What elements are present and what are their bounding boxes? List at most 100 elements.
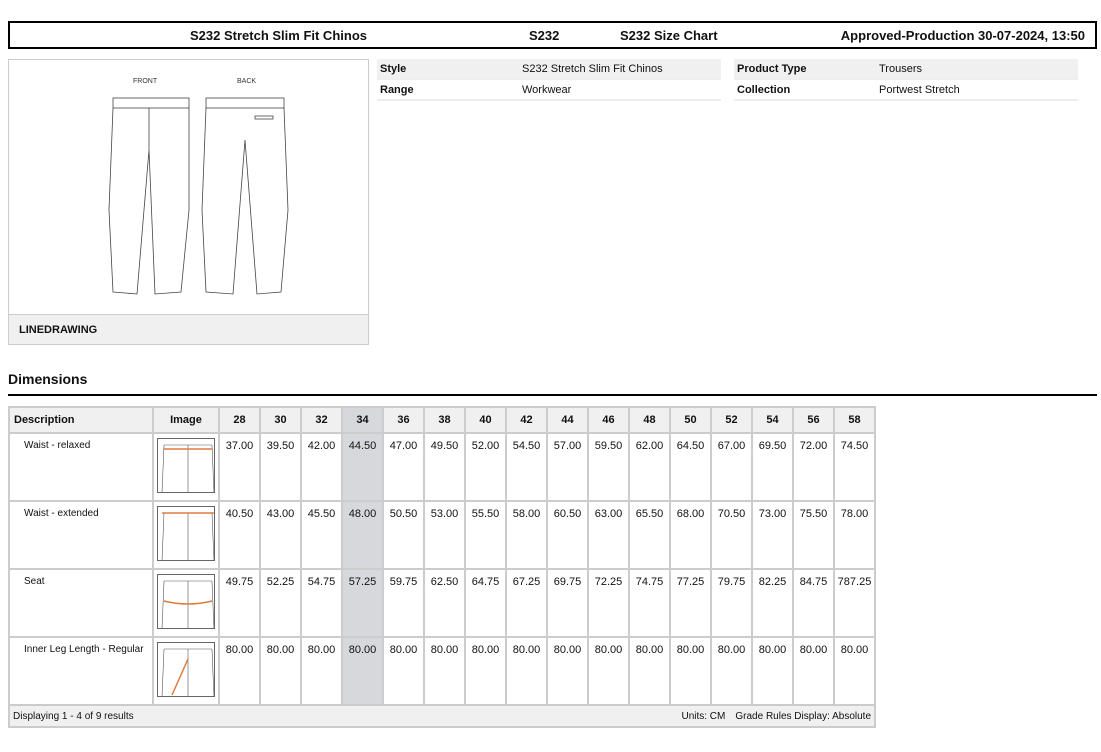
measurement-value: 80.00 <box>546 636 589 706</box>
grade-rules: Grade Rules Display: Absolute <box>735 710 871 722</box>
table-row: Seat 49.75 52.25 54.75 57.25 59.75 62.50 64.75 6… <box>8 568 876 638</box>
measurement-value: 60.50 <box>546 500 589 570</box>
measurement-value: 52.25 <box>259 568 302 638</box>
trousers-measure-icon <box>157 438 215 494</box>
measurement-value: 80.00 <box>423 636 466 706</box>
trousers-measure-icon <box>157 574 215 630</box>
measurement-value: 42.00 <box>300 432 343 502</box>
table-row: Waist - relaxed 37.00 39.50 42.00 44.50 47.00… <box>8 432 876 502</box>
image-header: Image <box>152 406 220 434</box>
measurement-value: 44.50 <box>341 432 384 502</box>
measurement-value: 72.00 <box>792 432 835 502</box>
description-header: Description <box>8 406 154 434</box>
measurement-value: 78.00 <box>833 500 876 570</box>
size-header: 42 <box>505 406 548 434</box>
measurement-value: 80.00 <box>669 636 712 706</box>
measurement-value: 48.00 <box>341 500 384 570</box>
measurement-value: 74.75 <box>628 568 671 638</box>
measurement-value: 80.00 <box>833 636 876 706</box>
size-header: 50 <box>669 406 712 434</box>
measurement-value: 62.00 <box>628 432 671 502</box>
style-name: S232 Stretch Slim Fit Chinos <box>190 28 367 43</box>
measurement-value: 787.25 <box>833 568 876 638</box>
back-label: BACK <box>237 78 256 85</box>
row-description: Seat <box>8 568 154 638</box>
measurement-value: 59.75 <box>382 568 425 638</box>
measurement-value: 37.00 <box>218 432 261 502</box>
measurement-value: 68.00 <box>669 500 712 570</box>
table-row: Inner Leg Length - Regular 80.00 80.00 80.0… <box>8 636 876 706</box>
measurement-value: 79.75 <box>710 568 753 638</box>
measurement-value: 43.00 <box>259 500 302 570</box>
measurement-image <box>152 500 220 570</box>
measurement-value: 57.25 <box>341 568 384 638</box>
property-label: Collection <box>737 84 791 96</box>
measurement-value: 80.00 <box>792 636 835 706</box>
measurement-image <box>152 568 220 638</box>
measurement-value: 80.00 <box>710 636 753 706</box>
measurement-image <box>152 636 220 706</box>
measurement-value: 80.00 <box>259 636 302 706</box>
property-value: Portwest Stretch <box>879 84 960 96</box>
measurement-value: 55.50 <box>464 500 507 570</box>
size-header: 30 <box>259 406 302 434</box>
row-description: Waist - extended <box>8 500 154 570</box>
measurement-value: 52.00 <box>464 432 507 502</box>
size-header: 44 <box>546 406 589 434</box>
measurement-value: 40.50 <box>218 500 261 570</box>
property-label: Product Type <box>737 63 807 75</box>
trousers-measure-icon <box>157 642 215 698</box>
measurement-value: 80.00 <box>300 636 343 706</box>
line-drawing-panel: FRONT BACK LINEDRAWING <box>8 59 369 345</box>
measurement-value: 80.00 <box>505 636 548 706</box>
size-header: 28 <box>218 406 261 434</box>
measurement-value: 65.50 <box>628 500 671 570</box>
property-value: S232 Stretch Slim Fit Chinos <box>522 63 663 75</box>
header-bar: S232 Stretch Slim Fit Chinos S232 S232 S… <box>8 21 1097 49</box>
size-header: 52 <box>710 406 753 434</box>
measurement-value: 47.00 <box>382 432 425 502</box>
size-header: 34 <box>341 406 384 434</box>
size-header: 48 <box>628 406 671 434</box>
measurement-value: 39.50 <box>259 432 302 502</box>
measurement-image <box>152 432 220 502</box>
measurement-value: 69.50 <box>751 432 794 502</box>
results-count: Displaying 1 - 4 of 9 results <box>13 710 134 722</box>
property-value: Workwear <box>522 84 572 96</box>
measurement-value: 80.00 <box>587 636 630 706</box>
divider <box>8 394 1097 396</box>
property-collection: Collection Portwest Stretch <box>734 80 1078 101</box>
measurement-value: 77.25 <box>669 568 712 638</box>
measurement-value: 58.00 <box>505 500 548 570</box>
property-value: Trousers <box>879 63 922 75</box>
size-header: 58 <box>833 406 876 434</box>
property-label: Range <box>380 84 414 96</box>
row-description: Waist - relaxed <box>8 432 154 502</box>
size-header: 36 <box>382 406 425 434</box>
measurement-value: 49.50 <box>423 432 466 502</box>
measurement-value: 80.00 <box>341 636 384 706</box>
measurement-value: 70.50 <box>710 500 753 570</box>
dimensions-table: Description Image 28 30 32 34 36 38 40 42 44 46 48 50… <box>8 406 876 728</box>
property-label: Style <box>380 63 407 75</box>
property-style: Style S232 Stretch Slim Fit Chinos <box>377 59 721 80</box>
size-header: 38 <box>423 406 466 434</box>
measurement-value: 57.00 <box>546 432 589 502</box>
measurement-value: 72.25 <box>587 568 630 638</box>
measurement-value: 50.50 <box>382 500 425 570</box>
measurement-value: 64.50 <box>669 432 712 502</box>
row-description: Inner Leg Length - Regular <box>8 636 154 706</box>
measurement-value: 64.75 <box>464 568 507 638</box>
style-code: S232 <box>529 28 560 43</box>
size-header: 46 <box>587 406 630 434</box>
measurement-value: 74.50 <box>833 432 876 502</box>
measurement-value: 69.75 <box>546 568 589 638</box>
trousers-line-drawing: FRONT BACK <box>108 78 289 295</box>
measurement-value: 54.50 <box>505 432 548 502</box>
measurement-value: 45.50 <box>300 500 343 570</box>
drawing-caption: LINEDRAWING <box>9 314 368 344</box>
size-header: 56 <box>792 406 835 434</box>
table-row: Waist - extended 40.50 43.00 45.50 48.00 50.5… <box>8 500 876 570</box>
measurement-value: 59.50 <box>587 432 630 502</box>
measurement-value: 73.00 <box>751 500 794 570</box>
